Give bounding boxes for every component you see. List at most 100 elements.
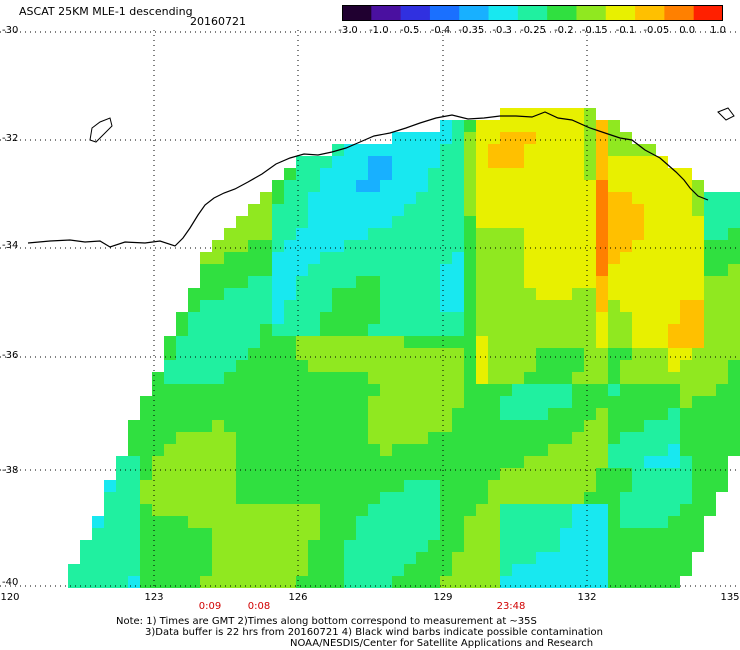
data-pixel [560,180,572,192]
data-pixel [692,456,704,468]
data-pixel [248,564,260,576]
data-pixel [716,432,728,444]
data-pixel [320,408,332,420]
data-pixel [716,444,728,456]
colorbar-swatch [429,5,460,21]
data-pixel [524,252,536,264]
data-pixel [500,396,512,408]
data-pixel [488,444,500,456]
data-pixel [608,228,620,240]
data-pixel [704,360,716,372]
data-pixel [440,156,452,168]
data-pixel [476,288,488,300]
data-pixel [284,540,296,552]
data-pixel [536,228,548,240]
data-pixel [452,132,464,144]
data-pixel [368,336,380,348]
data-pixel [248,300,260,312]
data-pixel [536,528,548,540]
data-pixel [584,276,596,288]
data-pixel [344,480,356,492]
data-pixel [476,360,488,372]
data-pixel [584,444,596,456]
data-pixel [152,480,164,492]
data-pixel [500,324,512,336]
data-pixel [536,564,548,576]
data-pixel [284,552,296,564]
data-pixel [692,276,704,288]
data-pixel [452,288,464,300]
data-pixel [200,360,212,372]
data-pixel [104,576,116,588]
data-pixel [632,240,644,252]
data-pixel [548,420,560,432]
data-pixel [512,384,524,396]
wind-data-pixels [68,108,740,588]
data-pixel [572,504,584,516]
data-pixel [572,168,584,180]
data-pixel [644,408,656,420]
data-pixel [224,420,236,432]
data-pixel [704,456,716,468]
data-pixel [548,228,560,240]
data-pixel [620,360,632,372]
data-pixel [296,168,308,180]
data-pixel [344,432,356,444]
data-pixel [284,312,296,324]
data-pixel [368,216,380,228]
data-pixel [200,276,212,288]
data-pixel [404,552,416,564]
data-pixel [164,456,176,468]
data-pixel [620,540,632,552]
data-pixel [164,336,176,348]
data-pixel [536,276,548,288]
data-pixel [608,180,620,192]
data-pixel [380,492,392,504]
data-pixel [488,432,500,444]
data-pixel [584,384,596,396]
data-pixel [512,336,524,348]
colorbar-label: 1.0 [710,25,726,36]
data-pixel [188,360,200,372]
data-pixel [380,540,392,552]
data-pixel [596,132,608,144]
data-pixel [296,264,308,276]
data-pixel [572,384,584,396]
data-pixel [608,144,620,156]
data-pixel [560,324,572,336]
data-pixel [212,252,224,264]
data-pixel [320,192,332,204]
data-pixel [416,264,428,276]
data-pixel [344,156,356,168]
data-pixel [512,264,524,276]
data-pixel [464,180,476,192]
data-pixel [584,288,596,300]
data-pixel [644,180,656,192]
data-pixel [248,252,260,264]
data-pixel [296,384,308,396]
data-pixel [428,408,440,420]
data-pixel [152,432,164,444]
data-pixel [104,564,116,576]
data-pixel [476,216,488,228]
data-pixel [368,564,380,576]
data-pixel [656,420,668,432]
data-pixel [368,360,380,372]
data-pixel [284,420,296,432]
data-pixel [416,324,428,336]
data-pixel [284,456,296,468]
data-pixel [428,240,440,252]
data-pixel [356,396,368,408]
data-pixel [716,312,728,324]
island-outline [89,117,113,143]
data-pixel [632,372,644,384]
data-pixel [176,312,188,324]
data-pixel [608,168,620,180]
data-pixel [404,156,416,168]
data-pixel [380,408,392,420]
data-pixel [452,432,464,444]
data-pixel [596,540,608,552]
data-pixel [392,492,404,504]
data-pixel [320,456,332,468]
data-pixel [140,468,152,480]
